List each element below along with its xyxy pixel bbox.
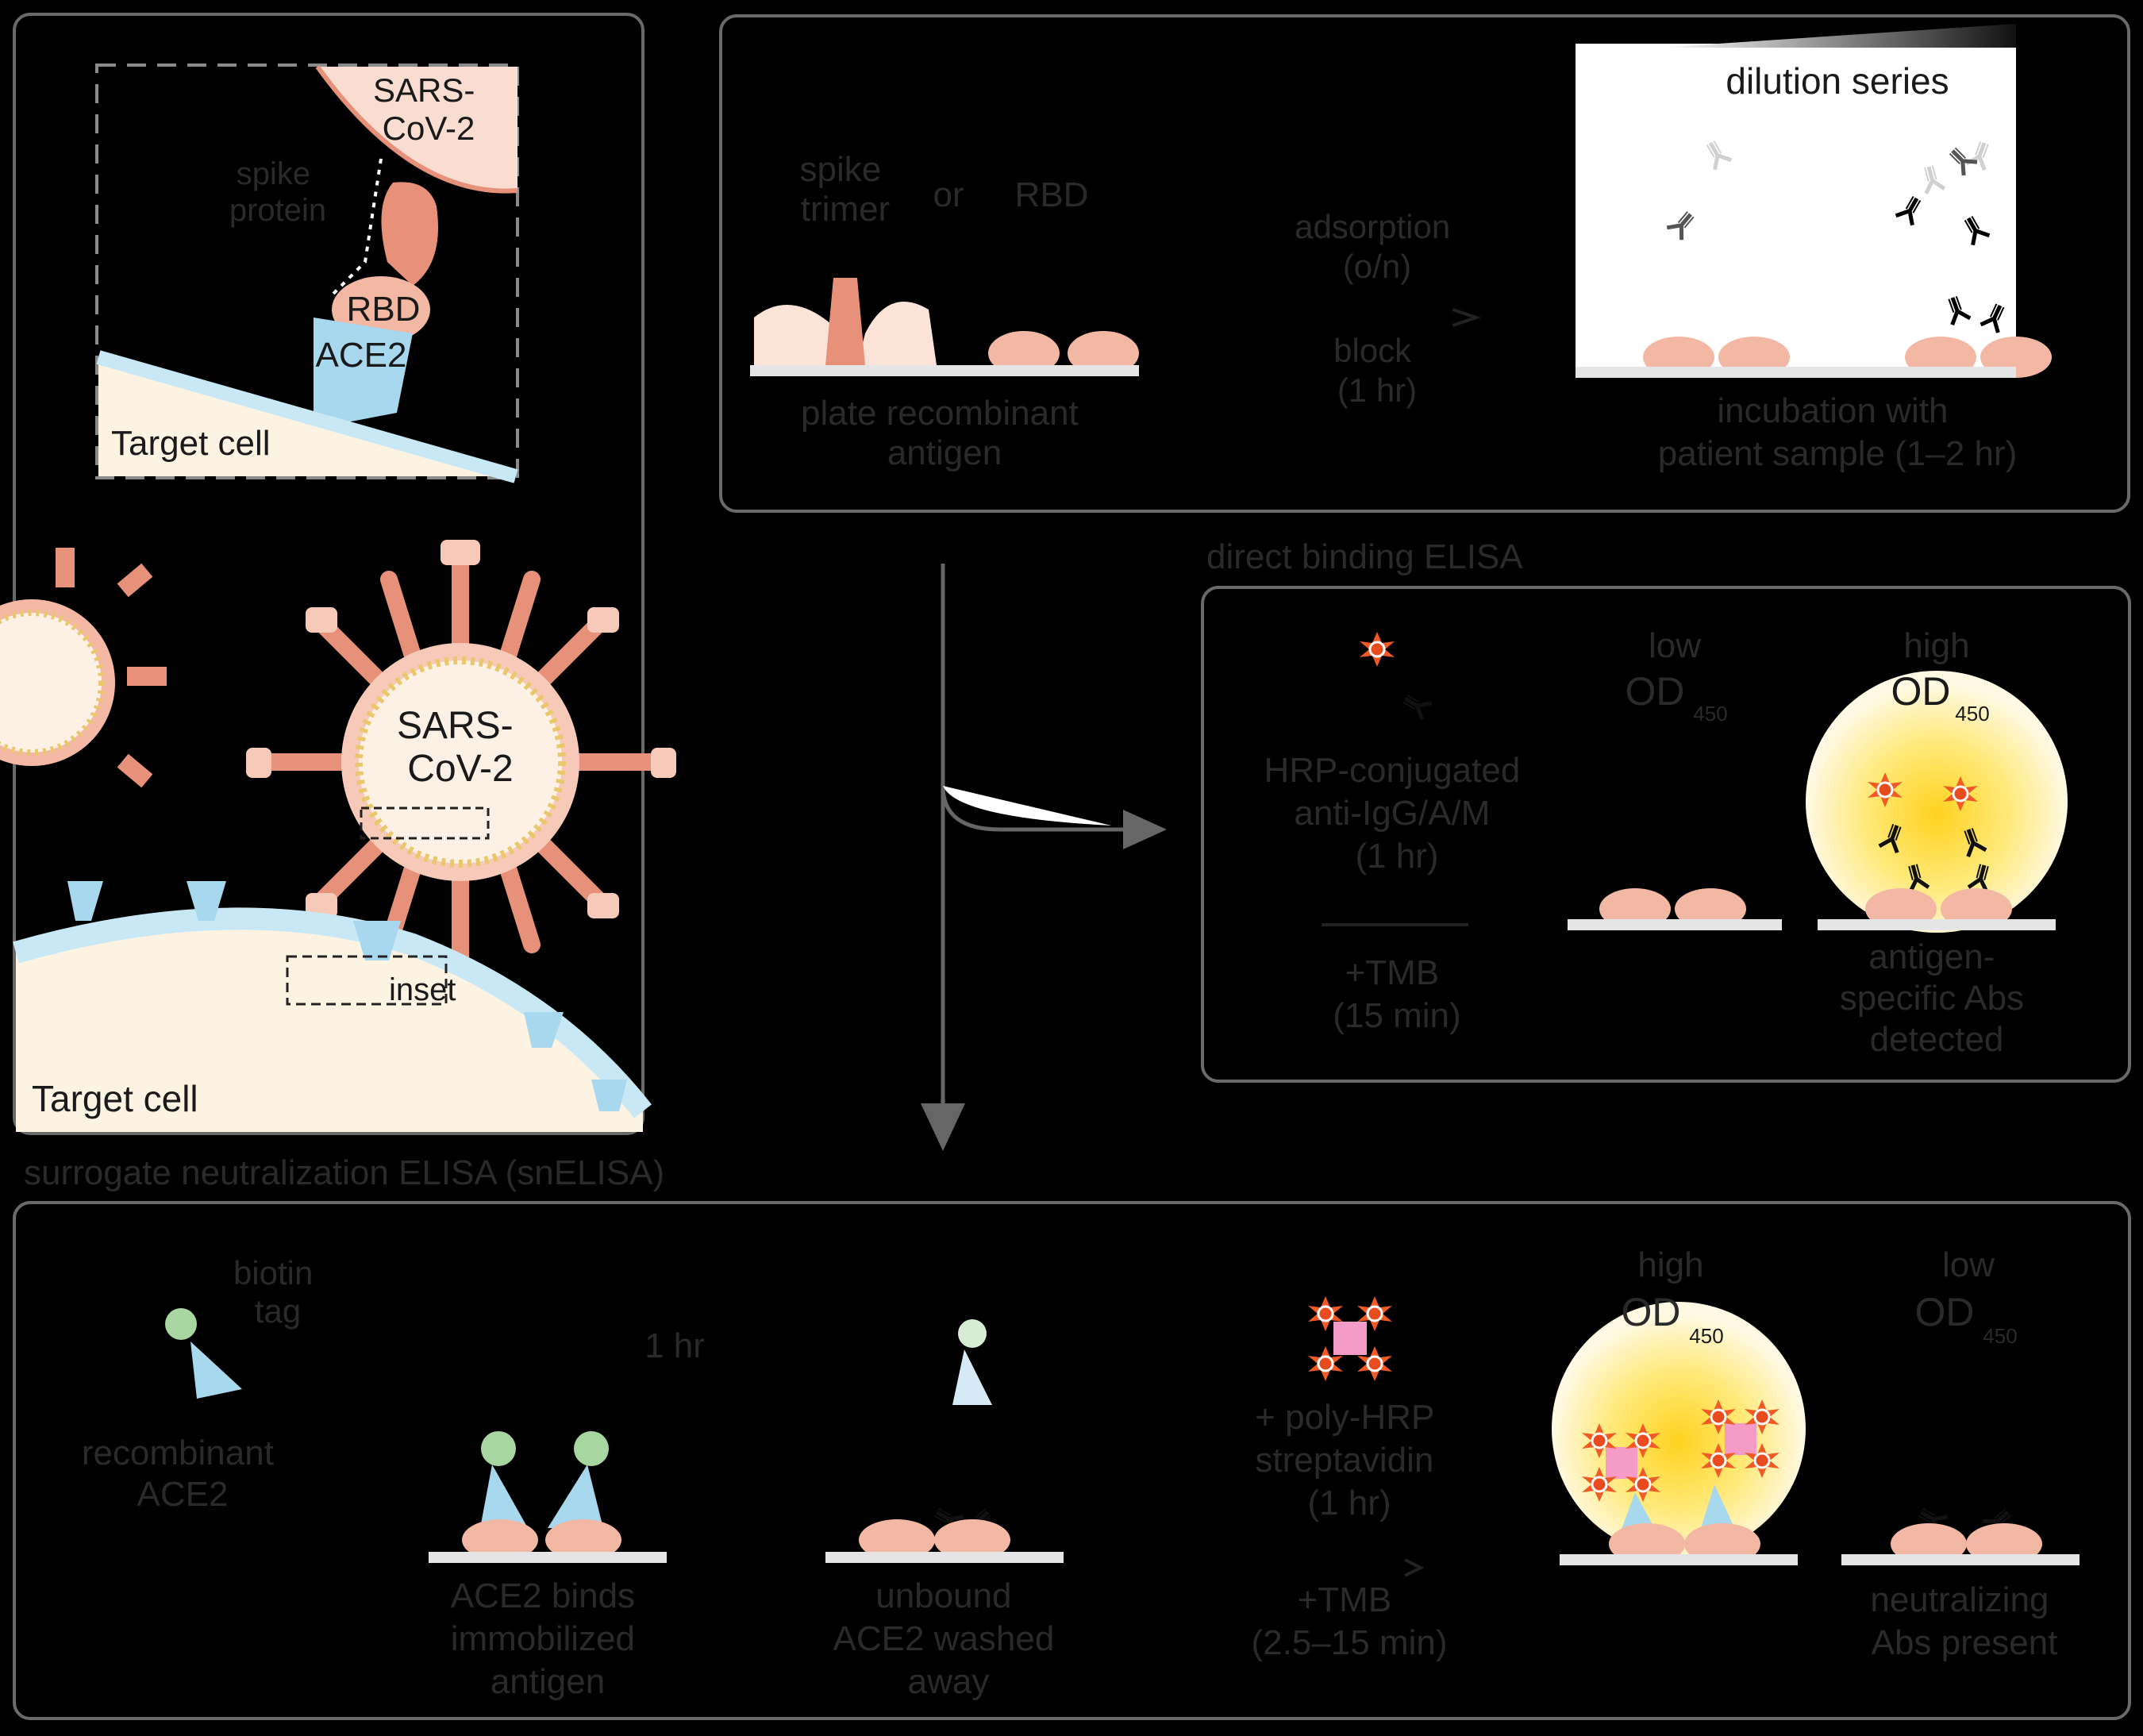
- dilution-label: dilution series: [1726, 60, 1949, 102]
- neutral-line2: Abs present: [1872, 1623, 2058, 1662]
- sn-tmb-line1: +TMB: [1298, 1580, 1392, 1619]
- sn-low-sub: 450: [1983, 1324, 2017, 1348]
- sn-high-od: OD: [1622, 1290, 1681, 1334]
- sn-tmb-line2: (2.5–15 min): [1251, 1623, 1447, 1662]
- inset-figure: SARS- CoV-2 spike protein RBD ACE2 Targe…: [95, 64, 519, 483]
- dilution-box: dilution series: [1576, 24, 2052, 378]
- spike-trimer-label: spike trimer: [800, 150, 891, 229]
- low-od-text: OD: [1626, 669, 1685, 714]
- ace2-binds-line1: ACE2 binds: [451, 1576, 635, 1615]
- sn-tmb-label: +TMB (2.5–15 min): [1251, 1580, 1447, 1662]
- neutral-line1: neutralizing: [1870, 1580, 2049, 1619]
- strep-label: + poly-HRP streptavidin (1 hr): [1255, 1398, 1444, 1522]
- high-od-text: OD: [1891, 669, 1951, 714]
- rec-ace2-label: recombinant ACE2: [82, 1434, 283, 1514]
- sn-glow-signal: [1552, 1302, 1806, 1556]
- inset-virus-label: SARS- CoV-2: [373, 71, 484, 147]
- biotin-label: biotin tag: [233, 1254, 322, 1330]
- glow-signal: [1806, 671, 2068, 933]
- spike-trimer-line1: spike: [800, 150, 882, 189]
- plate-antigen-line2: antigen: [887, 433, 1002, 472]
- low-od-sub: 450: [1693, 702, 1727, 726]
- inset-virus-line1: SARS-: [373, 71, 475, 109]
- ace2-binds-line2: immobilized: [451, 1619, 635, 1658]
- adsorption-line1: adsorption: [1295, 208, 1450, 245]
- adsorption-line2: (o/n): [1343, 248, 1411, 285]
- incubation-line1: incubation with: [1717, 391, 1948, 430]
- biotin-line2: tag: [255, 1292, 301, 1330]
- neutral-label: neutralizing Abs present: [1870, 1580, 2058, 1662]
- inset-spike-label: spike protein: [229, 156, 326, 228]
- poly-hrp-icon: [1306, 1295, 1394, 1383]
- tmb-label: +TMB (15 min): [1333, 953, 1460, 1035]
- plate-antigen-line1: plate recombinant: [801, 394, 1079, 433]
- detected-line3: detected: [1870, 1020, 2004, 1059]
- plate-antigen-label: plate recombinant antigen: [801, 394, 1088, 472]
- virus-label-line2: CoV-2: [407, 748, 513, 790]
- ace2-binds-line3: antigen: [491, 1662, 605, 1701]
- sn-low-od: OD: [1915, 1290, 1975, 1334]
- sn-high-sub: 450: [1689, 1324, 1723, 1348]
- coating-panel: spike trimer or RBD plate recombinant an…: [719, 14, 2130, 513]
- washed-label: unbound ACE2 washed away: [833, 1576, 1064, 1701]
- washed-line2: ACE2 washed: [833, 1619, 1054, 1658]
- strep-line1: + poly-HRP: [1255, 1398, 1433, 1437]
- sn-elisa-title: surrogate neutralization ELISA (snELISA): [24, 1153, 664, 1192]
- conjugate-label: HRP-conjugated anti-IgG/A/M (1 hr): [1264, 751, 1529, 876]
- strep-line2: streptavidin: [1255, 1441, 1433, 1480]
- inset-spike-line2: protein: [229, 193, 326, 228]
- inset-virus-line2: CoV-2: [383, 110, 475, 147]
- washed-line1: unbound: [875, 1576, 1011, 1615]
- flow-arrows: [921, 564, 1167, 1151]
- block-line2: (1 hr): [1337, 371, 1417, 409]
- tmb-line1: +TMB: [1345, 953, 1440, 992]
- partial-virus: [0, 548, 167, 788]
- high-od-sub: 450: [1955, 702, 1989, 726]
- virus-label-line1: SARS-: [397, 705, 514, 747]
- direct-elisa-title: direct binding ELISA: [1206, 537, 1523, 576]
- block-label: block (1 hr): [1333, 332, 1421, 409]
- detected-label: antigen- specific Abs detected: [1840, 937, 2034, 1059]
- inset-rbd-label: RBD: [347, 290, 421, 329]
- conjugate-line3: (1 hr): [1355, 837, 1438, 876]
- sn-low-label: low: [1942, 1245, 1995, 1284]
- rbd-coat-label: RBD: [1015, 175, 1089, 214]
- sn-elisa-panel: biotin tag recombinant ACE2 1 hr ACE2 bi…: [13, 1201, 2131, 1720]
- coated-antigens: [750, 278, 1139, 376]
- conjugate-line2: anti-IgG/A/M: [1294, 794, 1490, 833]
- cell-label: Target cell: [32, 1078, 198, 1119]
- virus-panel: SARS- CoV-2 spike protein RBD ACE2 Targe…: [0, 13, 676, 1135]
- strep-line3: (1 hr): [1307, 1484, 1391, 1522]
- spike-trimer-line2: trimer: [801, 190, 890, 229]
- block-line1: block: [1333, 332, 1412, 369]
- inset-spike-line1: spike: [237, 156, 310, 191]
- ace2-binds-label: ACE2 binds immobilized antigen: [451, 1576, 645, 1701]
- high-od-label: high: [1903, 626, 1969, 665]
- or-label: or: [933, 175, 964, 214]
- coating-arrow: [1452, 308, 1482, 327]
- time-label: 1 hr: [644, 1326, 705, 1365]
- washed-line3: away: [908, 1662, 990, 1701]
- main-virus: SARS- CoV-2: [246, 540, 676, 969]
- target-cell: inset Target cell: [13, 881, 652, 1132]
- biotin-line1: biotin: [233, 1254, 313, 1291]
- tmb-line2: (15 min): [1333, 996, 1460, 1035]
- detected-line2: specific Abs: [1840, 979, 2024, 1018]
- direct-elisa-panel: HRP-conjugated anti-IgG/A/M (1 hr) +TMB …: [1201, 586, 2131, 1083]
- inset-ace2-label: ACE2: [316, 336, 407, 375]
- low-od-label: low: [1649, 626, 1701, 665]
- incubation-line2: patient sample (1–2 hr): [1658, 434, 2017, 473]
- sn-high-label: high: [1637, 1245, 1703, 1284]
- inset-callout-label: inset: [389, 972, 456, 1007]
- adsorption-label: adsorption (o/n): [1295, 208, 1460, 285]
- rec-ace2-line2: ACE2: [137, 1475, 229, 1514]
- inset-cell-label: Target cell: [111, 424, 271, 463]
- virus-label: SARS- CoV-2: [397, 705, 524, 790]
- rec-ace2-line1: recombinant: [82, 1434, 274, 1472]
- detected-line1: antigen-: [1868, 937, 1995, 976]
- conjugate-line1: HRP-conjugated: [1264, 751, 1520, 790]
- incubation-label: incubation with patient sample (1–2 hr): [1658, 391, 2017, 473]
